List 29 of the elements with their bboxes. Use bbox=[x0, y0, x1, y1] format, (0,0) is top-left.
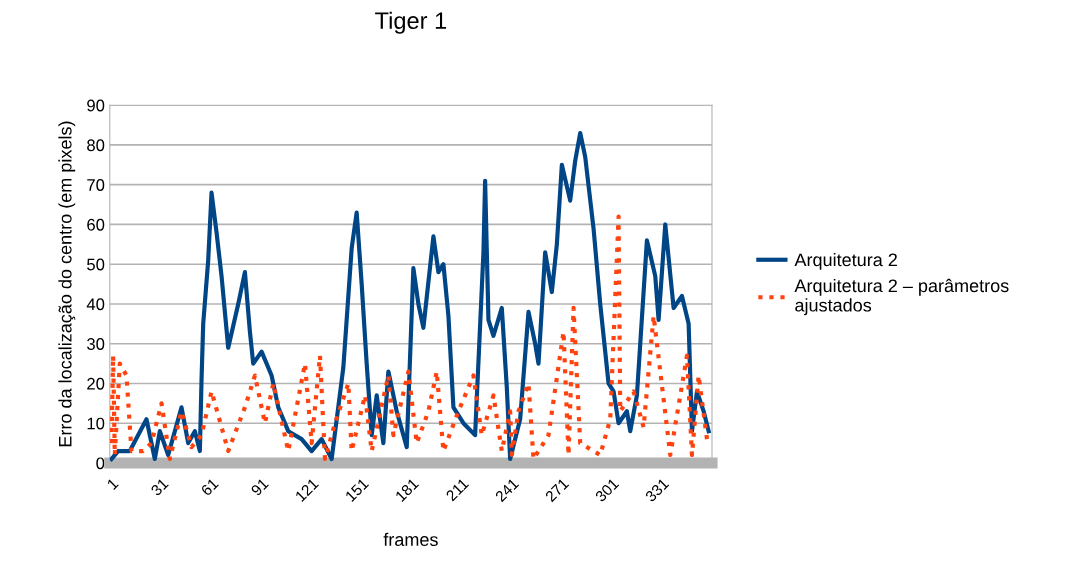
y-tick-label: 30 bbox=[87, 338, 105, 350]
y-tick-label: 10 bbox=[87, 417, 105, 430]
x-tick-label: 91 bbox=[250, 477, 269, 497]
x-tick-label: 31 bbox=[150, 477, 169, 497]
y-tick-label: 70 bbox=[87, 179, 105, 191]
line-series bbox=[109, 214, 710, 462]
x-tick-label: 271 bbox=[544, 477, 570, 503]
x-tick-label: 241 bbox=[494, 477, 520, 503]
y-tick-label: 60 bbox=[87, 218, 105, 231]
y-tick-label: 40 bbox=[86, 298, 105, 311]
x-tick-label: 61 bbox=[200, 477, 219, 497]
y-tick-label: 90 bbox=[87, 99, 105, 112]
x-tick-label: 331 bbox=[644, 477, 670, 503]
y-tick-label: 80 bbox=[87, 139, 105, 152]
x-tick-label: 121 bbox=[294, 477, 319, 502]
x-tick-label: 1 bbox=[106, 477, 119, 490]
y-tick-label: 50 bbox=[87, 258, 105, 271]
y-axis-title: Erro da localização do centro (em pixels) bbox=[58, 121, 76, 447]
y-tick-label: 0 bbox=[96, 457, 105, 470]
legend-label: Arquitetura 2 bbox=[794, 252, 897, 270]
x-tick-label: 301 bbox=[594, 477, 620, 503]
y-tick-label: 20 bbox=[87, 377, 105, 390]
x-tick-label: 181 bbox=[394, 477, 420, 502]
x-tick-label: 151 bbox=[344, 477, 370, 502]
x-tick-label: 211 bbox=[445, 477, 470, 502]
line-series bbox=[109, 130, 711, 462]
chart-title: Tiger 1 bbox=[375, 11, 447, 34]
x-axis-title: frames bbox=[383, 532, 438, 546]
legend-label: Arquitetura 2 – parâmetros ajustados bbox=[794, 278, 1009, 316]
